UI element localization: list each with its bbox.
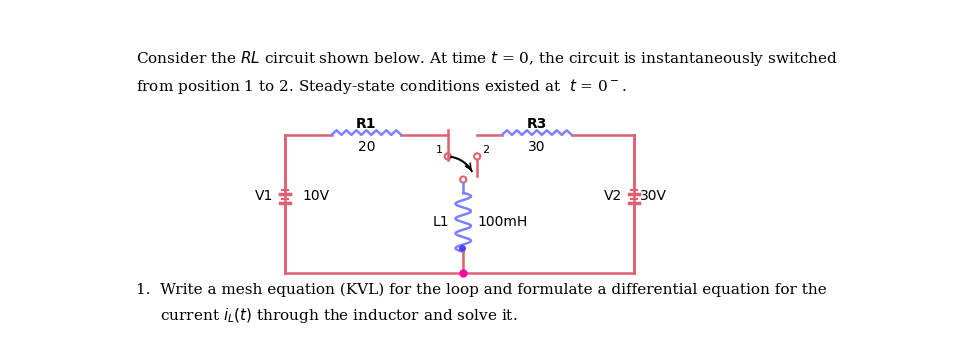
Text: 20: 20: [358, 140, 375, 154]
Text: V2: V2: [603, 189, 621, 204]
Text: 30: 30: [528, 140, 545, 154]
Text: Consider the $RL$ circuit shown below. At time $t$ = 0, the circuit is instantan: Consider the $RL$ circuit shown below. A…: [136, 48, 837, 96]
Text: R3: R3: [527, 117, 546, 131]
Text: 2: 2: [482, 144, 488, 154]
Text: 1.  Write a mesh equation (KVL) for the loop and formulate a differential equati: 1. Write a mesh equation (KVL) for the l…: [136, 283, 827, 325]
Text: V1: V1: [255, 189, 274, 204]
Text: R1: R1: [356, 117, 376, 131]
Text: 30V: 30V: [639, 189, 666, 204]
Text: L1: L1: [432, 215, 448, 229]
Text: 1: 1: [436, 144, 443, 154]
Text: 10V: 10V: [302, 189, 329, 204]
Text: 100mH: 100mH: [477, 215, 527, 229]
